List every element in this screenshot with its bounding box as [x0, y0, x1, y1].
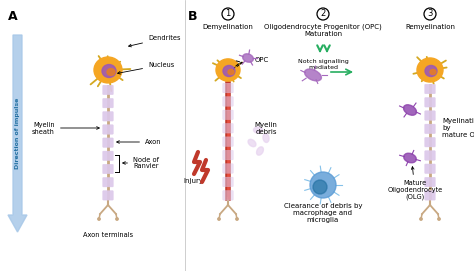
Circle shape: [218, 218, 220, 220]
FancyBboxPatch shape: [223, 123, 233, 133]
Text: Clearance of debris by
macrophage and
microglia: Clearance of debris by macrophage and mi…: [284, 203, 362, 223]
Ellipse shape: [228, 69, 234, 75]
Text: Remyelination: Remyelination: [405, 24, 455, 30]
FancyBboxPatch shape: [223, 191, 233, 200]
FancyBboxPatch shape: [223, 177, 233, 187]
FancyBboxPatch shape: [103, 125, 113, 134]
Circle shape: [313, 180, 327, 194]
FancyBboxPatch shape: [425, 191, 435, 200]
Polygon shape: [8, 35, 27, 232]
Ellipse shape: [256, 147, 264, 155]
Ellipse shape: [102, 64, 116, 78]
Text: Mature
Oligodendrocyte
(OLG): Mature Oligodendrocyte (OLG): [387, 167, 443, 201]
Text: Myelin
debris: Myelin debris: [255, 122, 277, 135]
Ellipse shape: [243, 54, 253, 62]
Ellipse shape: [94, 57, 122, 83]
FancyBboxPatch shape: [103, 178, 113, 187]
Text: Nucleus: Nucleus: [118, 62, 174, 74]
Ellipse shape: [404, 153, 416, 163]
FancyBboxPatch shape: [103, 191, 113, 200]
FancyBboxPatch shape: [103, 138, 113, 147]
FancyBboxPatch shape: [425, 137, 435, 147]
Circle shape: [116, 218, 118, 220]
Ellipse shape: [248, 139, 256, 147]
Text: Axon: Axon: [117, 139, 162, 145]
FancyBboxPatch shape: [223, 164, 233, 173]
FancyBboxPatch shape: [223, 83, 233, 93]
Text: 1: 1: [225, 9, 231, 18]
Ellipse shape: [216, 59, 240, 81]
FancyBboxPatch shape: [425, 164, 435, 173]
FancyBboxPatch shape: [425, 151, 435, 160]
FancyBboxPatch shape: [223, 150, 233, 160]
Text: 2: 2: [320, 9, 326, 18]
Text: Injury: Injury: [183, 178, 203, 184]
FancyBboxPatch shape: [103, 85, 113, 95]
Text: Direction of impulse: Direction of impulse: [15, 97, 20, 169]
FancyBboxPatch shape: [223, 110, 233, 120]
Text: 3: 3: [428, 9, 433, 18]
Circle shape: [420, 218, 422, 220]
FancyBboxPatch shape: [425, 84, 435, 94]
Text: Notch signalling
mediated: Notch signalling mediated: [298, 59, 348, 70]
FancyBboxPatch shape: [223, 97, 233, 106]
Ellipse shape: [425, 66, 437, 76]
Ellipse shape: [107, 69, 115, 75]
Text: B: B: [188, 10, 198, 23]
Circle shape: [310, 172, 336, 198]
FancyBboxPatch shape: [425, 98, 435, 107]
FancyBboxPatch shape: [425, 111, 435, 120]
Text: A: A: [8, 10, 18, 23]
Text: Axon terminals: Axon terminals: [83, 232, 133, 238]
FancyBboxPatch shape: [223, 137, 233, 147]
Ellipse shape: [305, 69, 321, 81]
Ellipse shape: [223, 66, 235, 76]
Circle shape: [236, 218, 238, 220]
Text: Myelination
by
mature OLG: Myelination by mature OLG: [442, 118, 474, 138]
Text: Dendrites: Dendrites: [128, 35, 181, 47]
Ellipse shape: [417, 58, 443, 82]
Circle shape: [98, 218, 100, 220]
FancyBboxPatch shape: [103, 112, 113, 121]
FancyBboxPatch shape: [103, 151, 113, 161]
Text: Node of
Ranvier: Node of Ranvier: [123, 156, 159, 169]
FancyBboxPatch shape: [103, 164, 113, 174]
Ellipse shape: [254, 127, 263, 133]
Text: Myelin
sheath: Myelin sheath: [32, 121, 99, 134]
Circle shape: [438, 218, 440, 220]
Ellipse shape: [263, 134, 269, 143]
FancyBboxPatch shape: [425, 124, 435, 134]
Text: Oligodendrocyte Progenitor (OPC)
Maturation: Oligodendrocyte Progenitor (OPC) Maturat…: [264, 24, 382, 37]
FancyBboxPatch shape: [103, 98, 113, 108]
Ellipse shape: [430, 69, 436, 75]
Ellipse shape: [403, 105, 417, 115]
Text: OPC: OPC: [255, 57, 269, 63]
FancyBboxPatch shape: [425, 177, 435, 187]
Text: Demyelination: Demyelination: [202, 24, 254, 30]
